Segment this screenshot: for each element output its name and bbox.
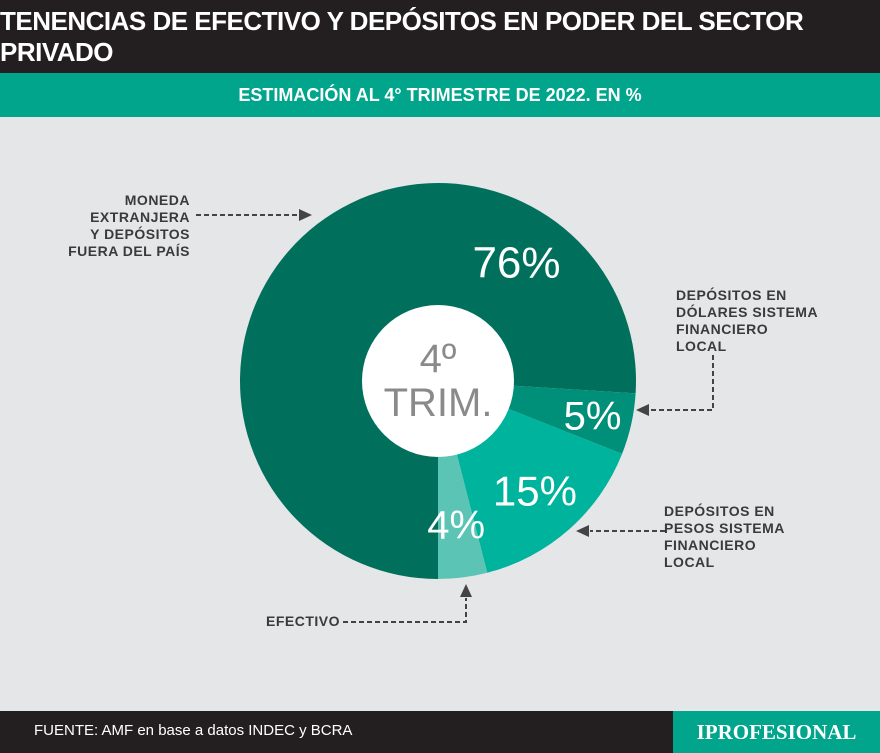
slice-label-5: 5% bbox=[564, 395, 622, 439]
center-label-line1: 4º bbox=[420, 337, 457, 381]
logo: IPROFESIONAL bbox=[673, 711, 880, 753]
label-line: FUERA DEL PAÍS bbox=[68, 243, 190, 259]
chart-subtitle: ESTIMACIÓN AL 4° TRIMESTRE DE 2022. EN % bbox=[0, 73, 880, 117]
label-line: DÓLARES SISTEMA bbox=[676, 304, 819, 320]
label-efectivo: EFECTIVO bbox=[266, 613, 341, 629]
center-label-line2: TRIM. bbox=[384, 381, 493, 425]
label-dolares: DEPÓSITOS EN DÓLARES SISTEMA FINANCIERO … bbox=[676, 287, 818, 355]
label-line: LOCAL bbox=[676, 338, 727, 354]
label-line: PESOS SISTEMA bbox=[664, 520, 785, 536]
arrow-efectivo bbox=[343, 598, 467, 623]
chart-title: TENENCIAS DE EFECTIVO Y DEPÓSITOS EN POD… bbox=[0, 0, 880, 73]
slice-label-4: 4% bbox=[427, 503, 485, 547]
label-line: FINANCIERO bbox=[664, 537, 757, 553]
label-line: MONEDA bbox=[124, 192, 190, 208]
slice-label-15: 15% bbox=[493, 468, 577, 515]
label-moneda: MONEDA EXTRANJERA Y DEPÓSITOS FUERA DEL … bbox=[60, 192, 190, 260]
arrow-dolares bbox=[650, 355, 714, 411]
center-hole bbox=[362, 305, 514, 457]
label-line: DEPÓSITOS EN bbox=[676, 287, 787, 303]
label-line: LOCAL bbox=[664, 554, 715, 570]
source-note: FUENTE: AMF en base a datos INDEC y BCRA bbox=[34, 722, 353, 739]
label-line: FINANCIERO bbox=[676, 321, 769, 337]
label-pesos: DEPÓSITOS EN PESOS SISTEMA FINANCIERO LO… bbox=[664, 503, 785, 571]
label-line: Y DEPÓSITOS bbox=[90, 226, 190, 242]
label-line: EXTRANJERA bbox=[90, 209, 190, 225]
slice-label-76: 76% bbox=[472, 238, 560, 287]
label-line: DEPÓSITOS EN bbox=[664, 503, 775, 519]
